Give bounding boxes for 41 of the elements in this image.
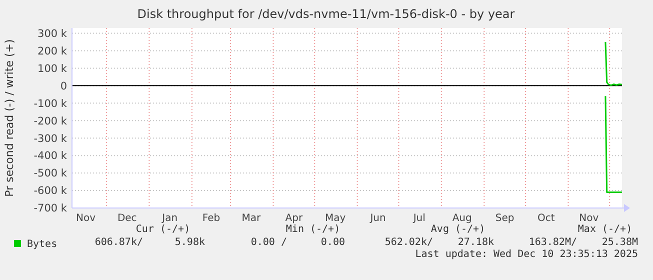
x-tick-label: Jul [412, 213, 426, 224]
text: 163.82M/ [528, 237, 577, 248]
text: Min (-/+) [286, 224, 340, 235]
y-axis-title: Pr second read (-) / write (+) [3, 39, 16, 197]
x-tick-label: Nov [76, 213, 96, 224]
x-tick-label: Oct [538, 213, 555, 224]
text: 27.18k [458, 237, 494, 248]
x-tick-label: Aug [452, 213, 472, 224]
chart-title: Disk throughput for /dev/vds-nvme-11/vm-156-disk-0 - by year [137, 7, 515, 21]
x-tick-label: Mar [242, 213, 262, 224]
y-tick-label: -100 k [34, 98, 68, 110]
y-tick-label: 300 k [38, 28, 68, 40]
x-tick-label: Feb [202, 213, 220, 224]
text: 0.00 [320, 237, 345, 248]
legend-label: Bytes [27, 239, 58, 250]
y-tick-label: -200 k [34, 115, 68, 128]
y-tick-label: -500 k [34, 168, 68, 180]
x-tick-label: Jan [161, 213, 178, 224]
text: 606.87k/ [94, 237, 143, 248]
text: 0.00 / [250, 237, 287, 248]
text: 25.38M [602, 237, 638, 248]
y-tick-label: -300 k [34, 132, 68, 145]
x-tick-label: Nov [579, 213, 599, 224]
text: Avg (-/+) [430, 224, 486, 235]
y-tick-label: -400 k [34, 150, 68, 162]
text: Max (-/+) [578, 224, 632, 235]
x-tick-label: Apr [285, 213, 304, 224]
y-tick-label: 200 k [38, 45, 68, 58]
text: Last update: Wed Dec 10 23:35:13 2025 [415, 249, 638, 260]
x-tick-label: Dec [117, 213, 137, 224]
x-tick-label: Sep [495, 213, 514, 224]
y-tick-label: -600 k [34, 185, 68, 198]
text: 5.98k [174, 237, 205, 248]
text: 562.02k/ [384, 237, 433, 248]
x-tick-label: May [324, 213, 346, 224]
text: Cur (-/+) [136, 224, 190, 235]
y-tick-label: -700 k [34, 202, 68, 215]
x-tick-label: Jun [369, 213, 386, 224]
y-tick-label: 100 k [38, 62, 68, 75]
line-series [604, 41, 623, 86]
y-tick-label: 0 [60, 80, 67, 92]
